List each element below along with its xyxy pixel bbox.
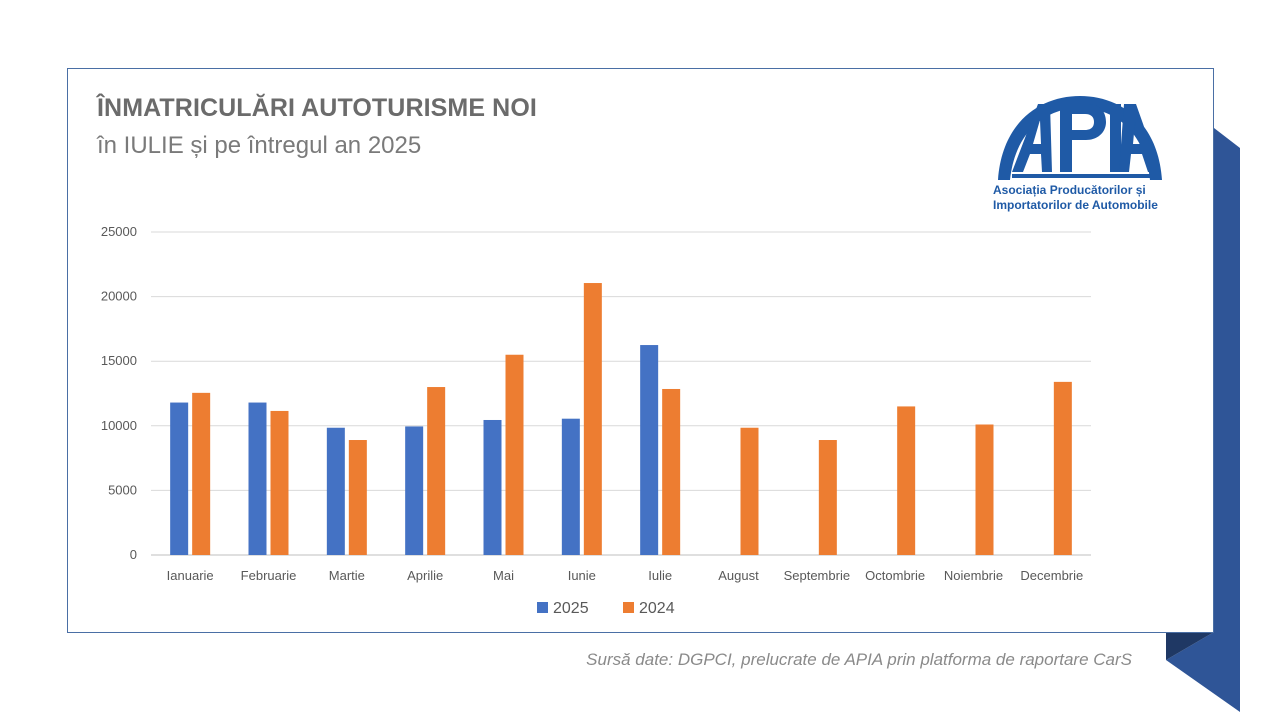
x-tick-label: Noiembrie — [944, 568, 1003, 583]
bar-2024-august — [740, 427, 759, 555]
x-tick-label: Iunie — [568, 568, 596, 583]
logo-tagline-line2: Importatorilor de Automobile — [993, 198, 1158, 212]
legend-label-2024: 2024 — [639, 600, 675, 617]
logo-letter-p — [1060, 104, 1106, 172]
bar-2024-noiembrie — [975, 424, 994, 555]
bar-2025-ianuarie — [170, 402, 189, 555]
bar-2025-februarie — [248, 402, 267, 555]
bar-2024-martie — [348, 440, 367, 555]
logo-letter-a2 — [1119, 104, 1160, 172]
logo-tagline-line1: Asociația Producătorilor și — [993, 183, 1146, 197]
y-tick-label: 20000 — [101, 289, 137, 304]
ribbon-dark — [1166, 632, 1214, 660]
bar-2024-octombrie — [897, 406, 916, 555]
bar-2024-ianuarie — [192, 392, 211, 555]
y-tick-label: 10000 — [101, 418, 137, 433]
legend-label-2025: 2025 — [553, 600, 589, 617]
bar-2024-aprilie — [427, 387, 446, 555]
x-tick-label: Mai — [493, 568, 514, 583]
x-tick-label: August — [718, 568, 759, 583]
y-tick-label: 5000 — [108, 482, 137, 497]
bar-2024-decembrie — [1053, 381, 1072, 555]
x-tick-label: Februarie — [241, 568, 297, 583]
bar-2025-aprilie — [405, 426, 424, 555]
bar-2025-iunie — [561, 418, 580, 555]
bar-2024-februarie — [270, 410, 289, 555]
y-tick-label: 0 — [130, 547, 137, 562]
x-tick-label: Octombrie — [865, 568, 925, 583]
bar-2024-iulie — [662, 388, 681, 555]
bar-2024-mai — [505, 354, 524, 555]
y-tick-label: 15000 — [101, 353, 137, 368]
x-tick-label: Decembrie — [1020, 568, 1083, 583]
legend-swatch-2025 — [537, 602, 548, 613]
ribbon-light — [1166, 128, 1240, 712]
bar-2025-iulie — [640, 345, 659, 555]
x-tick-label: Septembrie — [784, 568, 850, 583]
y-tick-label: 25000 — [101, 224, 137, 239]
apia-logo — [998, 96, 1162, 180]
logo-letter-a1 — [1012, 104, 1052, 172]
x-tick-label: Martie — [329, 568, 365, 583]
logo-letter-i — [1110, 104, 1121, 172]
bar-2024-septembrie — [818, 440, 837, 555]
logo-underline — [1012, 174, 1160, 178]
x-tick-label: Ianuarie — [167, 568, 214, 583]
data-source-note: Sursă date: DGPCI, prelucrate de APIA pr… — [586, 650, 1132, 669]
logo-tagline: Asociația Producătorilor și Importatoril… — [993, 183, 1183, 213]
x-tick-label: Aprilie — [407, 568, 443, 583]
bar-2024-iunie — [583, 283, 602, 555]
chart-title: ÎNMATRICULĂRI AUTOTURISME NOI — [97, 94, 537, 122]
bar-2025-martie — [326, 427, 345, 555]
legend-swatch-2024 — [623, 602, 634, 613]
chart-subtitle: în IULIE și pe întregul an 2025 — [97, 132, 422, 159]
x-tick-label: Iulie — [648, 568, 672, 583]
bar-2025-mai — [483, 419, 502, 555]
